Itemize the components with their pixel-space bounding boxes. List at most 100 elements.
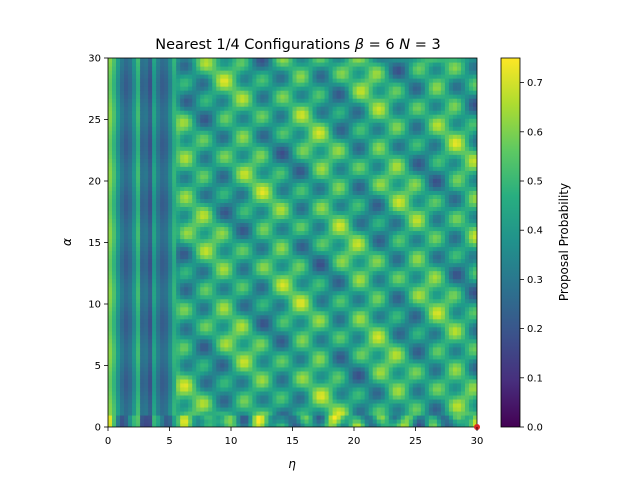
heatmap-cell [280,422,286,427]
heatmap-cell [156,158,161,163]
heatmap-cell [140,126,145,131]
heatmap-cell [108,394,113,400]
heatmap-cell [172,218,177,224]
heatmap-cell [272,306,278,312]
heatmap-cell [236,342,241,348]
heatmap-cell [108,322,113,328]
heatmap-cell [180,330,185,336]
heatmap-cell [160,194,165,199]
heatmap-cell [268,178,274,183]
heatmap-cell [128,422,133,427]
heatmap-cell [228,74,233,79]
heatmap-cell [272,390,278,396]
heatmap-cell [184,410,189,416]
heatmap-cell [292,302,298,308]
heatmap-cell [172,270,177,276]
heatmap-cell [188,58,193,63]
heatmap-cell [244,194,249,199]
heatmap-cell [228,114,233,119]
heatmap-cell [164,406,169,412]
heatmap-cell [316,198,322,203]
heatmap-cell [284,374,290,380]
heatmap-cell [136,102,141,107]
heatmap-cell [288,342,294,348]
heatmap-cell [280,82,286,87]
heatmap-cell [308,230,314,236]
heatmap-cell [184,342,189,348]
heatmap-cell [276,398,282,404]
heatmap-cell [120,150,125,155]
heatmap-cell [132,82,137,87]
heatmap-cell [224,134,229,139]
heatmap-cell [164,142,169,147]
heatmap-cell [308,314,314,320]
heatmap-cell [152,230,157,236]
heatmap-cell [212,366,217,372]
heatmap-cell [312,66,318,71]
heatmap-cell [192,382,197,388]
heatmap-cell [116,142,121,147]
heatmap-cell [152,218,157,224]
heatmap-cell [236,74,241,79]
heatmap-cell [236,422,241,427]
heatmap-cell [248,246,253,252]
heatmap-cell [276,270,282,276]
heatmap-cell [268,286,274,292]
heatmap-cell [224,266,229,272]
heatmap-cell [112,302,117,308]
heatmap-cell [108,306,113,312]
heatmap-cell [180,114,185,119]
heatmap-cell [148,114,153,119]
heatmap-cell [288,70,294,75]
heatmap-cell [180,262,185,268]
heatmap-cell [184,98,189,103]
heatmap-cell [184,142,189,147]
heatmap-cell [112,170,117,175]
heatmap-cell [240,182,245,187]
heatmap-cell [212,234,217,240]
heatmap-cell [152,206,157,212]
heatmap-cell [260,86,266,91]
heatmap-cell [244,198,249,203]
heatmap-cell [108,422,113,427]
heatmap-cell [236,374,241,380]
heatmap-cell [204,142,209,147]
heatmap-cell [308,114,314,119]
heatmap-cell [268,74,274,79]
heatmap-cell [212,222,217,228]
heatmap-cell [196,70,201,75]
heatmap-cell [324,342,330,348]
heatmap-cell [164,146,169,151]
heatmap-cell [184,198,189,203]
heatmap-cell [192,242,197,248]
heatmap-cell [192,74,197,79]
heatmap-cell [252,94,257,99]
heatmap-cell [208,254,213,260]
heatmap-cell [148,338,153,344]
heatmap-cell [232,386,237,392]
heatmap-cell [260,142,266,147]
heatmap-cell [288,110,294,115]
heatmap-cell [244,354,249,360]
heatmap-cell [216,286,221,292]
heatmap-cell [120,178,125,183]
heatmap-cell [316,114,322,119]
heatmap-cell [256,66,262,71]
heatmap-cell [312,82,318,87]
heatmap-cell [232,338,237,344]
heatmap-cell [192,230,197,236]
heatmap-cell [168,354,173,360]
heatmap-cell [108,254,113,260]
heatmap-cell [276,198,282,203]
heatmap-cell [308,294,314,300]
heatmap-cell [260,126,266,131]
heatmap-cell [312,338,318,344]
heatmap-cell [288,414,294,420]
heatmap-cell [320,258,326,264]
heatmap-cell [208,98,213,103]
heatmap-cell [172,394,177,400]
heatmap-cell [240,86,245,91]
heatmap-cell [180,358,185,364]
heatmap-cell [284,302,290,308]
heatmap-cell [212,118,217,123]
